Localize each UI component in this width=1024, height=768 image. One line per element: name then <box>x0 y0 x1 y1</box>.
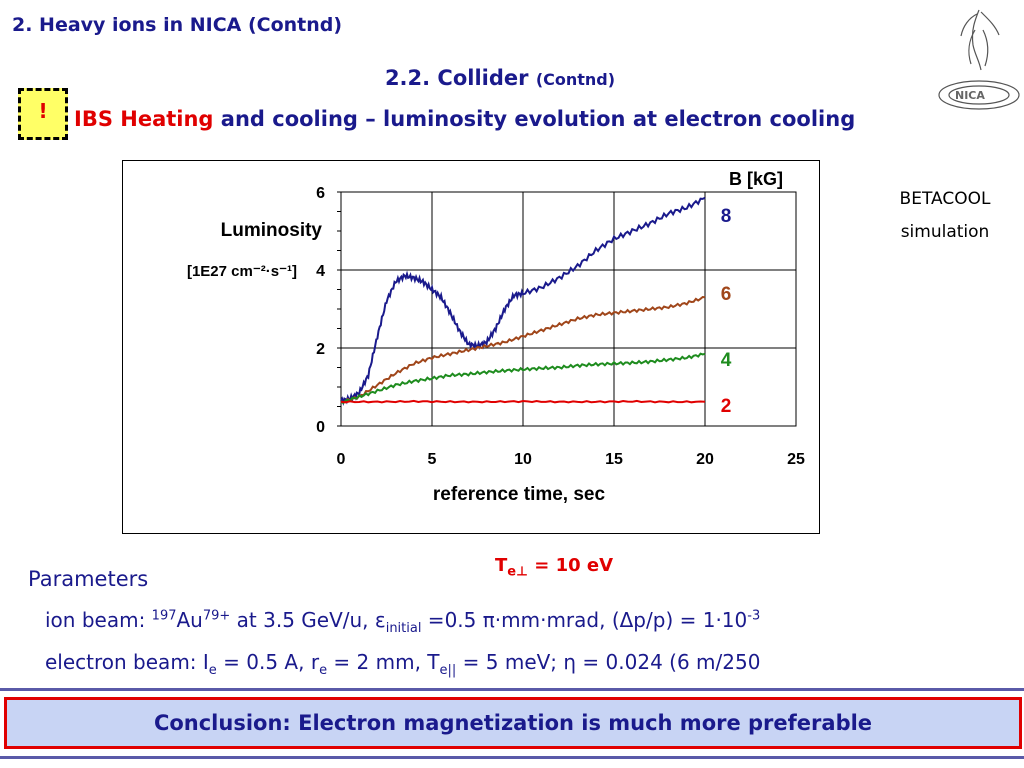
ion-sup-2: 79+ <box>202 608 231 624</box>
ion-sup-3: -3 <box>747 608 761 624</box>
ion-text-2: Au <box>176 608 203 632</box>
el-text-4: = 5 meV; η = 0.024 (6 m/250 <box>456 650 761 674</box>
exclamation-icon: ! <box>38 99 48 123</box>
y-tick-label: 2 <box>316 341 325 358</box>
simulation-label: simulation <box>900 222 990 242</box>
x-tick-label: 5 <box>428 451 437 468</box>
warning-box: ! <box>18 88 68 140</box>
legend-label-8kg: 8 <box>721 206 732 227</box>
el-sub-1: e <box>208 663 217 678</box>
y-axis-label: Luminosity <box>221 220 323 241</box>
electron-temperature-note: Te⊥ = 10 eV <box>495 555 613 580</box>
slide-title: 2. Heavy ions in NICA (Contnd) <box>12 14 343 36</box>
x-axis-label: reference time, sec <box>433 484 606 505</box>
divider-bottom <box>0 756 1024 759</box>
series-line-2kg <box>340 399 706 404</box>
legend-title: B [kG] <box>729 169 783 189</box>
ion-text-4: =0.5 π·mm·mrad, (Δp/p) = 1·10 <box>421 608 748 632</box>
legend-label-6kg: 6 <box>721 284 732 305</box>
conclusion-box: Conclusion: Electron magnetization is mu… <box>4 697 1022 749</box>
x-tick-label: 15 <box>605 451 623 468</box>
ion-text-3: at 3.5 GeV/u, ε <box>230 608 386 632</box>
el-sub-3: e|| <box>439 663 457 678</box>
plot-area <box>340 191 797 427</box>
headline: IBS Heating and cooling – luminosity evo… <box>74 107 855 131</box>
te-sub: e⊥ <box>507 564 528 580</box>
ion-sub-1: initial <box>385 621 422 636</box>
betacool-label: BETACOOL <box>899 189 991 209</box>
svg-text:NICA: NICA <box>955 89 985 102</box>
y-tick-label: 0 <box>316 419 325 436</box>
x-tick-label: 0 <box>337 451 346 468</box>
ion-beam-parameters: ion beam: 197Au79+ at 3.5 GeV/u, εinitia… <box>45 608 760 636</box>
x-tick-label: 20 <box>696 451 714 468</box>
x-tick-label: 25 <box>787 451 805 468</box>
te-prefix: T <box>495 555 508 576</box>
legend-label-4kg: 4 <box>721 350 732 371</box>
luminosity-chart: 0 5 10 15 20 25 0 2 4 6 reference time, sec Luminos… <box>187 169 805 505</box>
el-sub-2: e <box>319 663 328 678</box>
parameters-heading: Parameters <box>28 567 149 591</box>
el-text-1: electron beam: I <box>45 650 209 674</box>
series-line-6kg <box>340 295 706 404</box>
headline-rest: and cooling – luminosity evolution at el… <box>213 107 856 131</box>
y-tick-label: 6 <box>316 185 325 202</box>
legend-label-2kg: 2 <box>721 396 732 417</box>
el-text-3: = 2 mm, T <box>327 650 440 674</box>
subtitle-main: 2.2. Collider <box>384 66 529 90</box>
nica-logo: NICA <box>938 9 1020 110</box>
series-line-4kg <box>340 352 706 405</box>
subtitle-contnd: (Contnd) <box>535 70 616 89</box>
divider-top <box>0 688 1024 691</box>
te-rest: = 10 eV <box>527 555 614 576</box>
ion-sup-1: 197 <box>151 608 177 624</box>
electron-beam-parameters: electron beam: Ie = 0.5 A, re = 2 mm, Te… <box>45 650 760 678</box>
y-axis-unit: [1E27 cm⁻²·s⁻¹] <box>187 263 297 280</box>
headline-ibs-heating: IBS Heating <box>74 107 214 131</box>
ion-text-1: ion beam: <box>45 608 152 632</box>
el-text-2: = 0.5 A, r <box>216 650 320 674</box>
simulation-note: BETACOOL simulation <box>870 183 1020 249</box>
x-tick-label: 10 <box>514 451 532 468</box>
y-tick-label: 4 <box>316 263 325 280</box>
section-subtitle: 2.2. Collider (Contnd) <box>0 66 1000 90</box>
